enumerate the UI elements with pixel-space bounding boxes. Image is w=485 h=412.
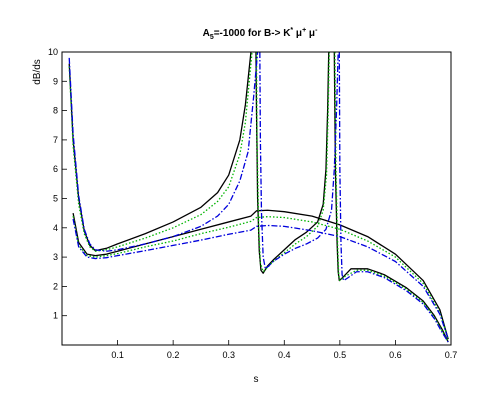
y-tick-label: 4	[53, 223, 58, 233]
series-line	[334, 52, 449, 343]
series-line	[72, 215, 449, 340]
y-tick-label: 5	[53, 194, 58, 204]
series-line	[72, 209, 449, 340]
title-mu1-superscript: +	[302, 27, 306, 34]
x-tick-label: 0.5	[334, 350, 347, 360]
ticks-layer: 0.1 0.2 0.3 0.4 0.5 0.6 0.7 1 2 3 4 5 6 7 8 9 10	[48, 47, 457, 360]
chart-title: A5=-1000 for B-> K* μ+ μ-	[203, 27, 318, 41]
series-line	[259, 52, 339, 270]
series-line	[72, 218, 449, 340]
title-mu2-superscript: -	[315, 27, 318, 34]
x-axis-label: s	[254, 374, 259, 385]
x-tick-label: 0.4	[278, 350, 291, 360]
series-line	[333, 52, 449, 343]
x-tick-label: 0.6	[389, 350, 402, 360]
series-layer	[68, 52, 449, 343]
x-tick-label: 0.7	[445, 350, 458, 360]
series-line	[68, 52, 252, 252]
title-mu2: μ	[306, 28, 315, 39]
y-tick-label: 8	[53, 106, 58, 116]
x-tick-label: 0.2	[167, 350, 180, 360]
title-mu1: μ	[293, 28, 302, 39]
y-axis-label: dB/ds	[32, 59, 43, 85]
series-line	[255, 52, 330, 274]
y-tick-label: 1	[53, 311, 58, 321]
plot-frame	[61, 51, 452, 346]
y-tick-label: 9	[53, 76, 58, 86]
title-a-symbol: A	[203, 28, 210, 39]
x-tick-label: 0.3	[222, 350, 235, 360]
x-tick-label: 0.1	[111, 350, 124, 360]
series-line	[68, 52, 253, 252]
title-a-subscript: 5	[210, 34, 214, 41]
title-k-superscript: *	[290, 27, 293, 34]
series-2	[68, 52, 449, 343]
y-tick-label: 6	[53, 164, 58, 174]
y-tick-label: 10	[48, 47, 58, 57]
y-tick-label: 7	[53, 135, 58, 145]
y-tick-label: 3	[53, 252, 58, 262]
series-1	[68, 52, 449, 343]
series-line	[255, 52, 330, 273]
y-tick-label: 2	[53, 281, 58, 291]
series-line	[68, 52, 259, 252]
title-rest: =-1000 for B-> K	[214, 28, 291, 39]
series-line	[338, 52, 449, 343]
series-3	[68, 52, 449, 343]
